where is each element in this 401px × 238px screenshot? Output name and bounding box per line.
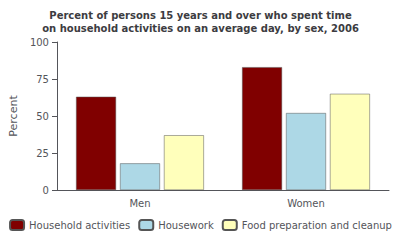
svg-text:75: 75 bbox=[36, 74, 49, 85]
svg-text:Percent: Percent bbox=[7, 95, 20, 137]
svg-text:Housework: Housework bbox=[158, 220, 214, 231]
svg-text:Food preparation and cleanup: Food preparation and cleanup bbox=[242, 220, 392, 231]
svg-text:0: 0 bbox=[43, 185, 49, 196]
svg-text:Women: Women bbox=[287, 198, 325, 209]
svg-text:100: 100 bbox=[30, 37, 49, 48]
svg-text:Household activities: Household activities bbox=[29, 220, 130, 231]
svg-text:Percent of persons 15 years an: Percent of persons 15 years and over who… bbox=[49, 10, 352, 21]
svg-text:25: 25 bbox=[36, 148, 49, 159]
svg-text:Men: Men bbox=[129, 198, 150, 209]
svg-text:50: 50 bbox=[36, 111, 49, 122]
svg-text:on household activities on an: on household activities on an average da… bbox=[42, 23, 359, 34]
